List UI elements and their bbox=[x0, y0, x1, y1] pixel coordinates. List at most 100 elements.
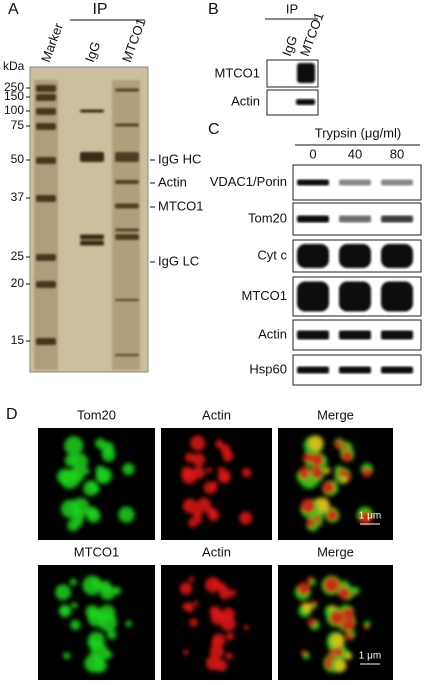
dose-label: 80 bbox=[390, 146, 404, 161]
red-spot bbox=[222, 450, 234, 462]
row-label: VDAC1/Porin bbox=[210, 174, 287, 189]
band bbox=[381, 179, 413, 186]
red-spot bbox=[341, 476, 348, 483]
band bbox=[381, 281, 413, 312]
band bbox=[339, 281, 371, 312]
red-spot bbox=[302, 602, 313, 613]
dose-label: 0 bbox=[309, 146, 316, 161]
marker-label: 150 bbox=[4, 89, 24, 103]
green-spot bbox=[58, 604, 72, 618]
band bbox=[381, 366, 413, 374]
green-spot bbox=[55, 584, 72, 601]
red-spot bbox=[225, 652, 233, 660]
red-spot bbox=[215, 659, 228, 672]
red-spot bbox=[222, 476, 229, 483]
image-label: Merge bbox=[317, 544, 354, 559]
red-spot bbox=[218, 587, 232, 600]
red-spot bbox=[188, 576, 195, 583]
red-spot bbox=[189, 618, 198, 627]
red-spot bbox=[192, 466, 206, 479]
panel-letter: B bbox=[208, 1, 219, 18]
band bbox=[296, 99, 315, 105]
red-spot bbox=[192, 509, 203, 520]
green-spot bbox=[68, 467, 85, 483]
band bbox=[339, 179, 371, 186]
red-spot bbox=[331, 633, 345, 648]
red-spot bbox=[190, 435, 206, 451]
green-spot bbox=[87, 608, 106, 627]
red-spot bbox=[241, 467, 252, 478]
red-spot bbox=[311, 600, 318, 606]
red-spot bbox=[308, 435, 324, 451]
red-spot bbox=[192, 453, 206, 467]
red-spot bbox=[239, 511, 253, 525]
image-label: Tom20 bbox=[77, 407, 116, 422]
green-spot bbox=[87, 631, 105, 649]
band bbox=[297, 63, 315, 83]
band bbox=[297, 215, 329, 223]
gel-band bbox=[80, 109, 104, 113]
red-spot bbox=[344, 652, 353, 660]
band bbox=[339, 244, 371, 268]
red-spot bbox=[306, 576, 313, 583]
gel-band bbox=[80, 234, 104, 240]
green-spot bbox=[122, 463, 135, 476]
panel-letter: C bbox=[208, 121, 220, 138]
green-spot bbox=[101, 447, 116, 462]
band-label: IgG LC bbox=[158, 253, 199, 268]
green-spot bbox=[95, 438, 106, 449]
signal bbox=[179, 576, 250, 672]
signal bbox=[294, 575, 371, 673]
red-spot bbox=[229, 589, 237, 597]
panel-letter: A bbox=[8, 1, 19, 18]
green-spot bbox=[118, 506, 135, 523]
lane-label: MTCO1 bbox=[297, 10, 327, 58]
marker-label: 15 bbox=[11, 333, 25, 347]
red-spot bbox=[203, 481, 216, 494]
ip-label: IP bbox=[92, 1, 107, 18]
marker-label: 20 bbox=[11, 276, 25, 290]
band bbox=[297, 366, 329, 374]
row-label: Hsp60 bbox=[249, 361, 287, 376]
lane-label: IgG bbox=[82, 39, 103, 64]
kda-label: kDa bbox=[3, 59, 25, 73]
red-spot bbox=[215, 439, 224, 449]
gel-smear bbox=[34, 80, 58, 370]
red-spot bbox=[243, 624, 250, 631]
red-spot bbox=[188, 517, 198, 528]
green-spot bbox=[60, 499, 80, 519]
gel-smear bbox=[112, 80, 140, 370]
gel-band bbox=[80, 240, 104, 246]
red-spot bbox=[362, 467, 372, 478]
green-spot bbox=[70, 619, 81, 631]
band bbox=[381, 215, 413, 223]
red-spot bbox=[324, 467, 331, 473]
row-label: Actin bbox=[231, 93, 260, 108]
red-spot bbox=[193, 600, 199, 606]
marker-label: 50 bbox=[11, 152, 25, 166]
red-spot bbox=[205, 577, 221, 593]
green-spot bbox=[106, 629, 117, 640]
red-spot bbox=[300, 649, 307, 656]
red-spot bbox=[307, 618, 317, 627]
red-spot bbox=[206, 467, 213, 473]
red-spot bbox=[179, 582, 193, 595]
red-spot bbox=[210, 610, 226, 625]
red-spot bbox=[345, 632, 354, 641]
red-spot bbox=[226, 632, 235, 641]
red-spot bbox=[341, 450, 353, 462]
green-spot bbox=[56, 468, 73, 485]
marker-label: 25 bbox=[11, 249, 25, 263]
red-spot bbox=[197, 518, 203, 524]
green-spot bbox=[125, 620, 133, 628]
green-spot bbox=[82, 467, 90, 475]
band-label: Actin bbox=[158, 174, 187, 189]
red-spot bbox=[334, 439, 343, 449]
marker-label: 37 bbox=[11, 190, 25, 204]
row-label: MTCO1 bbox=[242, 288, 288, 303]
row-label: Cyt c bbox=[257, 247, 287, 262]
green-spot bbox=[77, 519, 84, 526]
treatment-label: Trypsin (μg/ml) bbox=[315, 125, 401, 140]
red-spot bbox=[303, 452, 313, 463]
